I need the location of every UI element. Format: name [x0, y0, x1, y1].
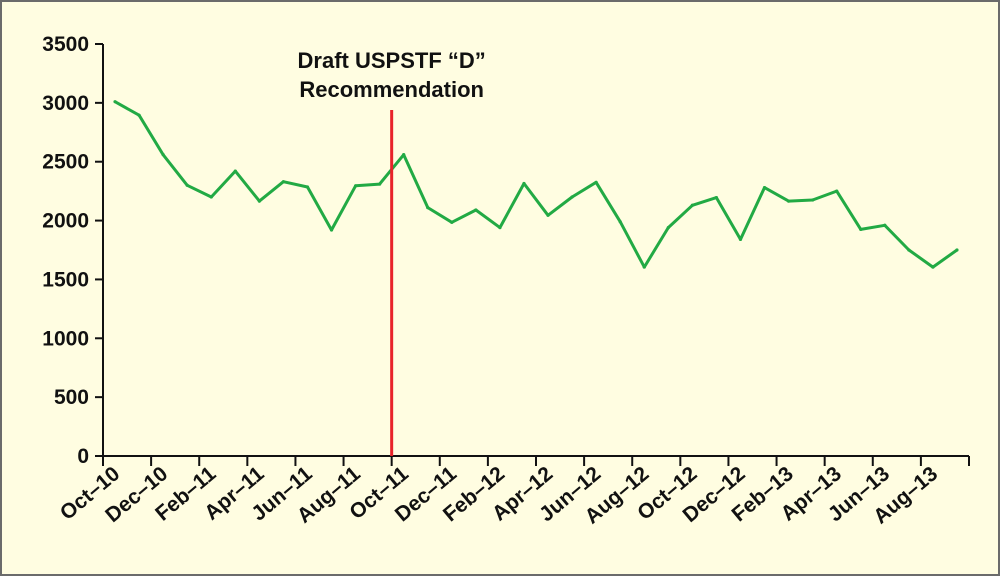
- data-point: [883, 223, 887, 227]
- plot-area: [113, 100, 959, 269]
- y-tick-label: 500: [54, 386, 89, 409]
- data-point: [786, 199, 791, 203]
- y-tick-label: 1500: [42, 268, 89, 291]
- data-point: [161, 153, 165, 157]
- data-point: [450, 220, 454, 224]
- data-point: [137, 113, 141, 117]
- data-point: [233, 169, 237, 173]
- data-point: [690, 203, 694, 207]
- data-point: [185, 183, 189, 187]
- data-point: [546, 213, 550, 217]
- data-point: [378, 182, 382, 186]
- data-point: [329, 228, 334, 232]
- data-point: [762, 186, 767, 190]
- y-tick-label: 2000: [42, 210, 89, 233]
- data-point: [570, 195, 574, 199]
- y-tick-label: 1000: [42, 327, 89, 350]
- y-tick-labels: 0 500 1000 1500 2000 2500 3000 3500: [42, 33, 89, 468]
- data-point: [714, 196, 719, 200]
- series-line: [114, 100, 958, 269]
- ticks: [95, 43, 970, 466]
- annotation-line-1: Draft USPSTF “D”: [298, 48, 486, 73]
- data-point: [257, 199, 261, 203]
- data-point: [835, 189, 839, 193]
- data-point: [738, 237, 743, 242]
- data-point: [353, 184, 358, 188]
- annotation: Draft USPSTF “D” Recommendation: [298, 48, 486, 456]
- data-point: [955, 248, 959, 252]
- data-point: [402, 153, 406, 157]
- data-point: [666, 226, 670, 230]
- data-point: [642, 265, 646, 269]
- data-point: [618, 220, 622, 224]
- data-point: [811, 198, 815, 202]
- data-point: [305, 185, 310, 189]
- data-point: [281, 180, 286, 184]
- data-point: [907, 248, 911, 252]
- y-tick-label: 3000: [42, 92, 89, 115]
- y-tick-label: 3500: [42, 33, 89, 56]
- x-tick-labels: Oct–10Dec–10Feb–11Apr–11Jun–11Aug–11Oct–…: [56, 462, 942, 529]
- data-point: [931, 265, 935, 269]
- data-point: [594, 180, 598, 184]
- data-point: [113, 100, 117, 104]
- data-point: [426, 206, 430, 210]
- annotation-line-2: Recommendation: [299, 77, 484, 102]
- y-tick-label: 2500: [42, 151, 89, 174]
- data-point: [859, 227, 863, 231]
- data-point: [474, 208, 478, 212]
- data-point: [209, 195, 213, 199]
- data-point: [498, 226, 502, 230]
- y-tick-label: 0: [77, 445, 89, 468]
- data-point: [522, 181, 526, 186]
